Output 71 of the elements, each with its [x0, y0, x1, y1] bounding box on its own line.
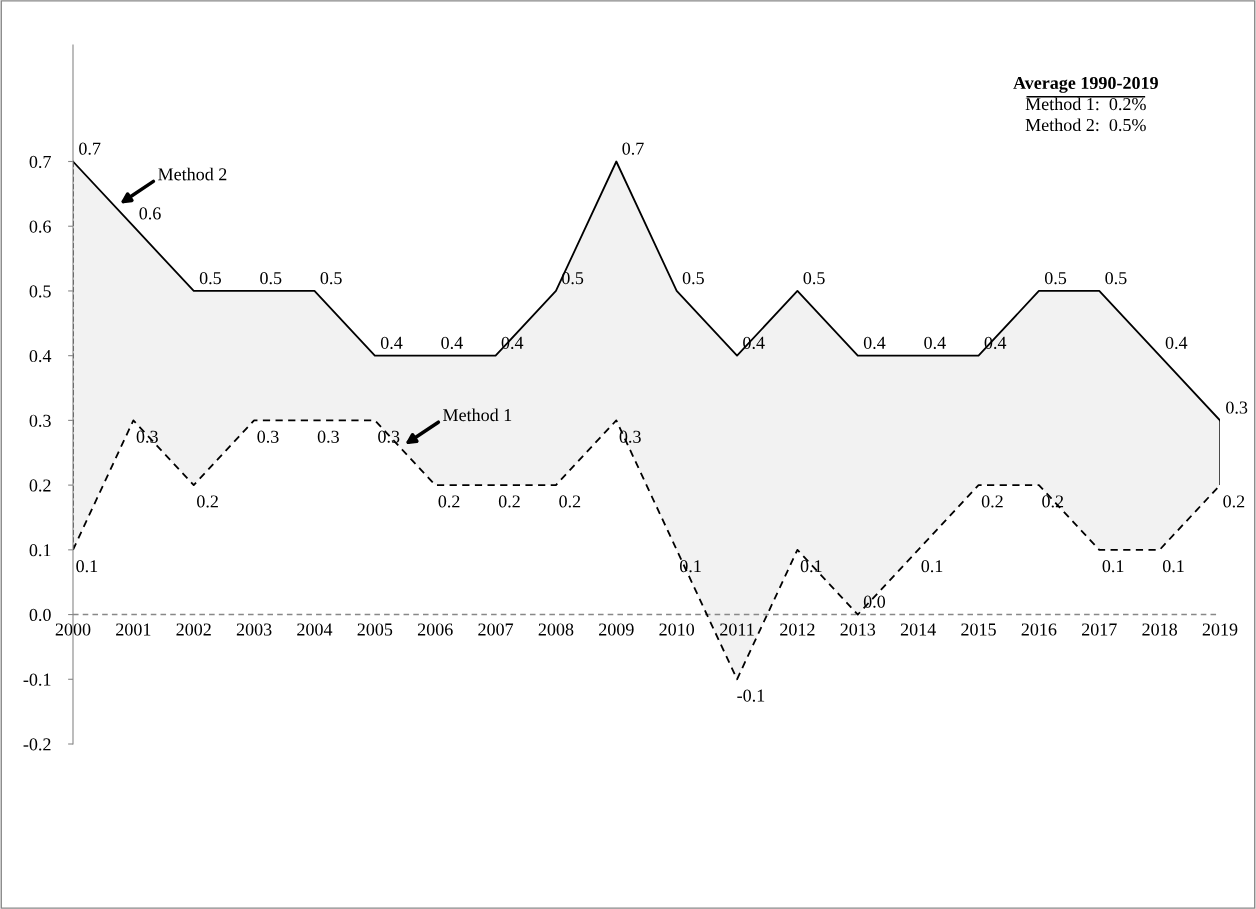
annotation: Method 1: 0.2%: [1025, 97, 1146, 111]
data-label: 0.2: [1042, 495, 1064, 508]
x-tick-label: 2018: [1142, 623, 1177, 636]
data-label: 0.5: [199, 271, 221, 285]
y-tick-label: 0.6: [29, 220, 51, 233]
y-tick-label: 0.7: [29, 155, 51, 169]
text: Method 2: [158, 167, 227, 181]
data-label: 0.2: [498, 495, 520, 508]
text: Method 1: [443, 408, 512, 422]
y-tick-label: 0.2: [29, 479, 51, 492]
x-tick-label: 2004: [297, 623, 333, 636]
x-tick-label: 2019: [1202, 623, 1238, 636]
data-label: 0.3: [136, 430, 158, 443]
data-label: 0.3: [317, 430, 339, 443]
data-label: 0.4: [924, 336, 946, 349]
x-tick-label: 2008: [538, 623, 574, 636]
y-tick-label: 0.5: [29, 285, 51, 298]
data-label: 0.2: [981, 495, 1003, 508]
data-label: 0.2: [197, 495, 218, 508]
data-label: 0.5: [803, 271, 825, 285]
x-tick-label: 2002: [176, 623, 211, 636]
y-tick-label: 0.1: [29, 544, 51, 557]
data-label: 0.7: [622, 142, 644, 155]
y-tick-label: 0.0: [29, 608, 51, 622]
data-label: 0.1: [76, 560, 98, 573]
y-tick-label: 0.3: [29, 414, 51, 427]
data-label: 0.4: [380, 336, 403, 349]
data-label: 0.5: [1044, 271, 1067, 285]
y-tick-label: 0.4: [29, 349, 52, 363]
data-label: 0.5: [260, 271, 282, 285]
data-label: 0.2: [559, 495, 581, 508]
x-tick-label: 2006: [417, 623, 453, 636]
data-label: 0.3: [257, 430, 279, 443]
annotation: Method 2: 0.5%: [1025, 118, 1146, 132]
data-label: 0.5: [682, 271, 704, 285]
data-label: 0.6: [139, 207, 161, 220]
x-tick-label: 2015: [961, 623, 996, 636]
data-label: 0.7: [79, 142, 101, 155]
x-tick-label: 2000: [55, 623, 91, 636]
data-label: 0.4: [1165, 336, 1188, 349]
x-tick-label: 2009: [599, 623, 634, 636]
data-label: 0.3: [1226, 401, 1248, 414]
data-label: 0.1: [1102, 560, 1124, 573]
data-label: 0.1: [1162, 560, 1184, 573]
x-tick-label: 2017: [1082, 623, 1117, 636]
x-tick-label: 2014: [900, 623, 936, 636]
x-tick-label: 2007: [478, 623, 514, 636]
data-label: 0.4: [441, 336, 463, 349]
x-tick-label: 2001: [116, 623, 151, 636]
data-label: 0.0: [863, 595, 886, 608]
x-tick-label: 2011: [720, 623, 754, 636]
data-label: -0.1: [737, 689, 765, 702]
data-label: 0.1: [679, 560, 701, 573]
data-label: 0.3: [378, 430, 400, 443]
data-label: 0.1: [800, 560, 822, 573]
x-tick-label: 2005: [357, 623, 393, 636]
data-label: 0.2: [438, 495, 460, 508]
y-tick-label: -0.1: [23, 673, 51, 686]
x-tick-label: 2010: [659, 623, 695, 636]
data-label: 0.2: [1223, 495, 1245, 508]
x-tick-label: 2013: [840, 623, 876, 636]
x-tick-label: 2012: [780, 623, 815, 636]
data-label: 0.3: [619, 430, 641, 443]
data-label: 0.5: [320, 271, 342, 285]
x-tick-label: 2016: [1021, 623, 1057, 636]
data-label: 0.5: [1105, 271, 1127, 285]
x-tick-label: 2003: [236, 623, 272, 636]
y-tick-label: -0.2: [23, 738, 51, 751]
data-label: 0.1: [921, 560, 943, 573]
annotation: Average 1990-2019: [1013, 76, 1158, 93]
data-label: 0.4: [863, 336, 886, 349]
